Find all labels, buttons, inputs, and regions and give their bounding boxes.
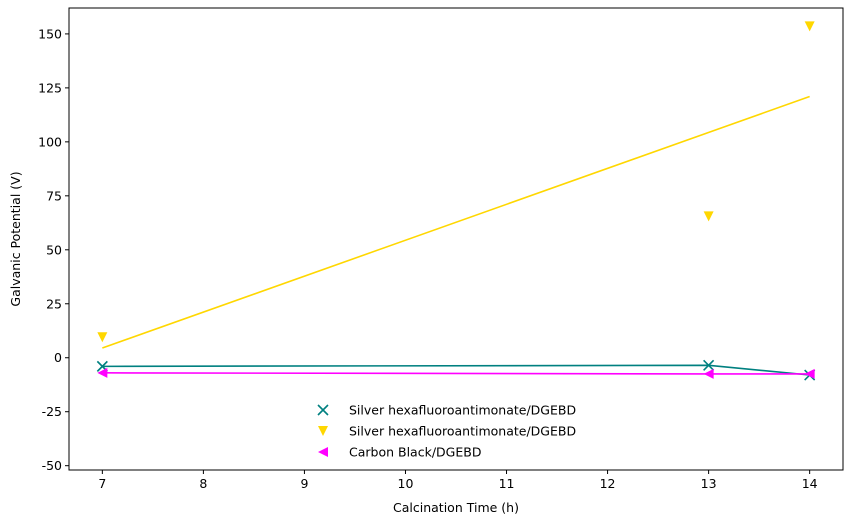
legend: Silver hexafluoroantimonate/DGEBD Silver … — [317, 403, 576, 460]
x-tick-label: 11 — [499, 476, 515, 491]
y-tick-label: 100 — [38, 134, 62, 149]
y-tick-label: -50 — [42, 458, 62, 473]
series-3-point — [97, 367, 108, 378]
series-2-point — [97, 332, 108, 343]
y-tick-label: 50 — [46, 242, 62, 257]
x-tick-label: 7 — [98, 476, 106, 491]
y-tick-label: -25 — [42, 404, 62, 419]
series-lines — [102, 95, 810, 376]
y-tick-label: 25 — [46, 296, 62, 311]
series-3-line — [102, 372, 810, 375]
series-3-point — [703, 368, 714, 379]
legend-marker-2 — [318, 426, 328, 436]
y-tick-label: 75 — [46, 188, 62, 203]
x-tick-label: 12 — [600, 476, 616, 491]
series-2-point — [703, 211, 714, 222]
x-tick-label: 10 — [398, 476, 414, 491]
x-tick-label: 14 — [802, 476, 818, 491]
x-tick-label: 9 — [300, 476, 308, 491]
y-tick-label: 125 — [38, 80, 62, 95]
y-axis-label: Galvanic Potential (V) — [8, 171, 23, 306]
series-2-line — [102, 95, 810, 349]
x-tick-label: 13 — [701, 476, 717, 491]
legend-label-1: Silver hexafluoroantimonate/DGEBD — [349, 403, 576, 418]
x-axis: 7 8 9 10 11 12 13 14 — [98, 470, 818, 491]
x-tick-label: 8 — [199, 476, 207, 491]
series-3-point — [804, 368, 815, 379]
axes-frame — [68, 7, 844, 471]
series-2-point — [804, 21, 815, 32]
y-axis: -50 -25 0 25 50 75 100 125 150 — [38, 26, 69, 473]
series-points — [96, 21, 816, 381]
y-tick-label: 0 — [54, 350, 62, 365]
x-axis-label: Calcination Time (h) — [393, 500, 519, 515]
legend-marker-1 — [317, 404, 329, 416]
series-1-point — [703, 359, 715, 371]
legend-label-2: Silver hexafluoroantimonate/DGEBD — [349, 424, 576, 439]
legend-marker-3 — [318, 447, 328, 457]
y-tick-label: 150 — [38, 26, 62, 41]
legend-label-3: Carbon Black/DGEBD — [349, 445, 481, 460]
